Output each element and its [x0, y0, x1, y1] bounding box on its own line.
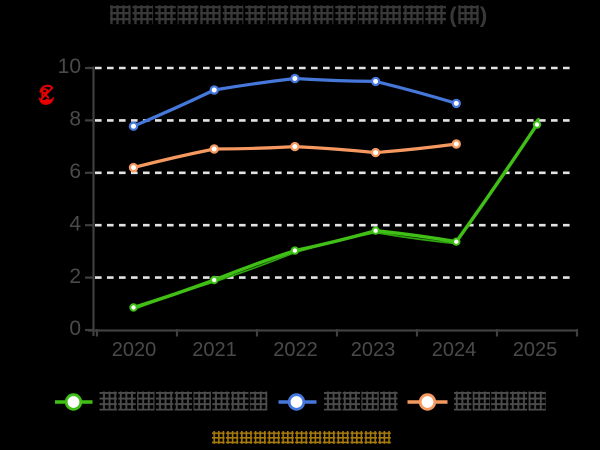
svg-text:8: 8	[69, 108, 81, 131]
svg-text:2024: 2024	[432, 339, 477, 361]
svg-text:2022: 2022	[273, 339, 318, 361]
svg-text:2025: 2025	[513, 339, 558, 361]
svg-text:2020: 2020	[112, 339, 157, 361]
svg-text:(: (	[449, 3, 457, 28]
svg-text:0: 0	[69, 317, 81, 340]
svg-text:4: 4	[69, 212, 81, 235]
svg-text:2023: 2023	[351, 339, 396, 361]
svg-text:10: 10	[58, 55, 81, 78]
svg-text:2: 2	[69, 265, 81, 288]
svg-text:): )	[480, 3, 488, 28]
svg-text:2021: 2021	[192, 339, 237, 361]
svg-text:6: 6	[69, 160, 81, 183]
